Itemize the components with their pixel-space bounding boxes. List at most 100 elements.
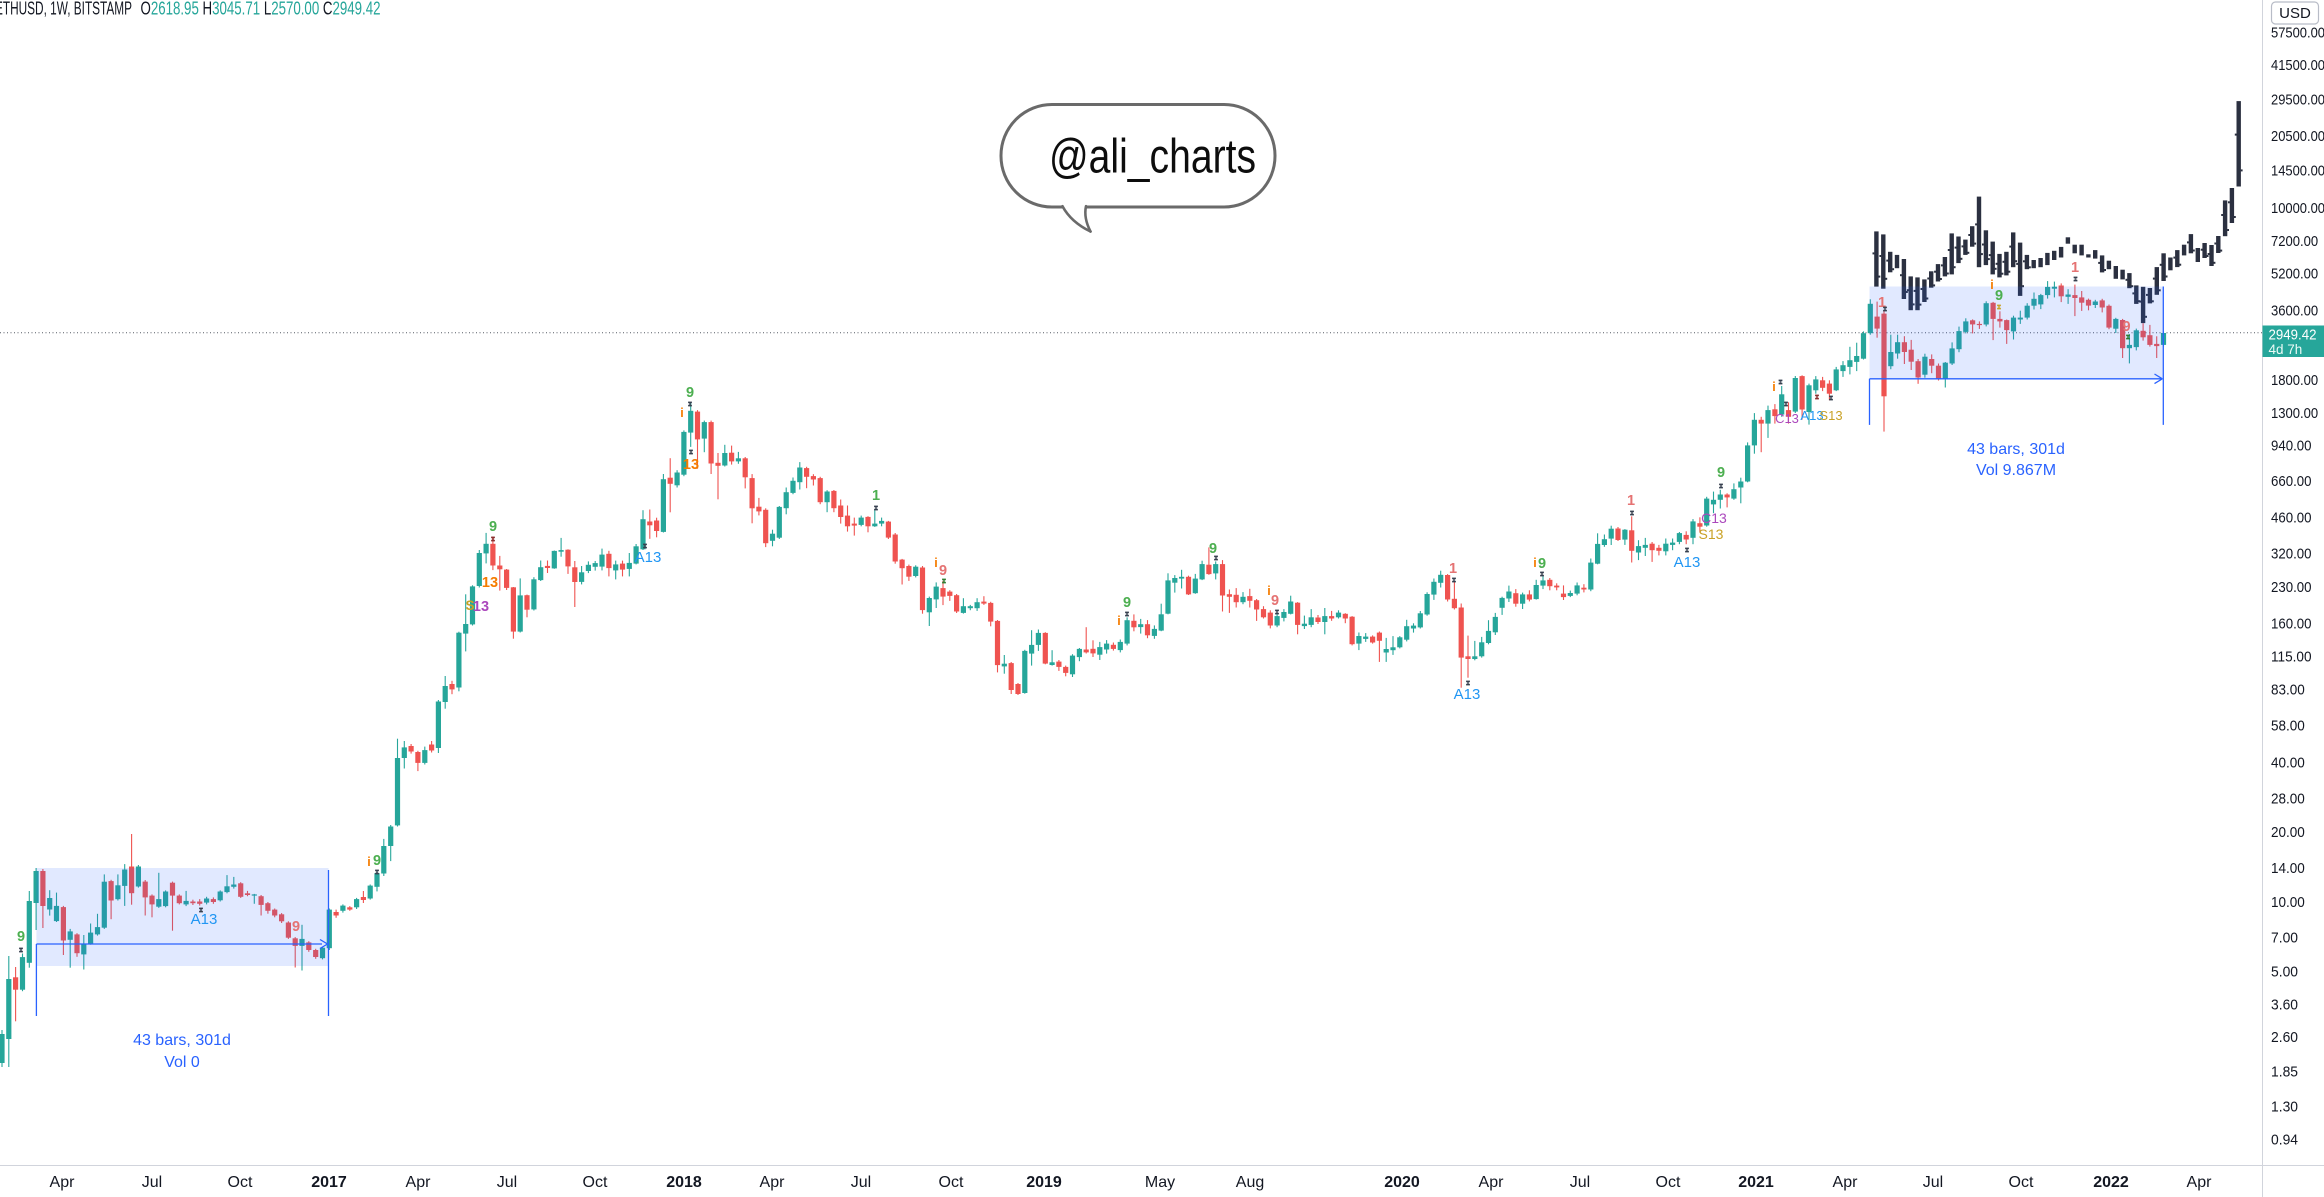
svg-text:i: i bbox=[367, 855, 370, 869]
svg-text:Oct: Oct bbox=[2009, 1174, 2034, 1191]
svg-text:115.00: 115.00 bbox=[2271, 649, 2312, 666]
svg-text:1: 1 bbox=[2071, 260, 2079, 276]
svg-text:Jul: Jul bbox=[1570, 1174, 1590, 1191]
svg-text:7.00: 7.00 bbox=[2271, 930, 2298, 947]
svg-text:9: 9 bbox=[489, 519, 497, 535]
svg-text:i: i bbox=[934, 556, 937, 570]
svg-text:Jul: Jul bbox=[1923, 1174, 1943, 1191]
svg-text:14.00: 14.00 bbox=[2271, 860, 2305, 877]
svg-text:1: 1 bbox=[872, 488, 880, 504]
svg-text:Vol 9.867M: Vol 9.867M bbox=[1976, 462, 2056, 479]
svg-text:9: 9 bbox=[2122, 319, 2130, 335]
svg-text:10000.00: 10000.00 bbox=[2271, 200, 2324, 217]
svg-text:Apr: Apr bbox=[1833, 1174, 1859, 1191]
svg-text:1: 1 bbox=[1449, 561, 1457, 577]
svg-text:Oct: Oct bbox=[583, 1174, 608, 1191]
svg-text:43 bars, 301d: 43 bars, 301d bbox=[1967, 441, 2065, 458]
svg-text:13: 13 bbox=[683, 457, 699, 473]
svg-text:O2618.95 H3045.71 L2570.00 C29: O2618.95 H3045.71 L2570.00 C2949.42 bbox=[141, 0, 381, 19]
svg-text:i: i bbox=[680, 406, 683, 420]
svg-text:S13: S13 bbox=[1819, 408, 1842, 423]
svg-text:7200.00: 7200.00 bbox=[2271, 233, 2318, 250]
svg-text:1800.00: 1800.00 bbox=[2271, 372, 2318, 389]
svg-text:May: May bbox=[1145, 1174, 1175, 1191]
svg-text:1: 1 bbox=[1627, 493, 1635, 509]
svg-text:160.00: 160.00 bbox=[2271, 615, 2312, 632]
svg-text:Jul: Jul bbox=[497, 1174, 517, 1191]
svg-text:S: S bbox=[465, 598, 474, 613]
svg-text:9: 9 bbox=[1271, 593, 1279, 609]
svg-text:i: i bbox=[1117, 614, 1120, 628]
svg-text:1: 1 bbox=[1878, 295, 1886, 311]
svg-text:5.00: 5.00 bbox=[2271, 963, 2298, 980]
svg-text:@ali_charts: @ali_charts bbox=[1049, 131, 1256, 184]
svg-text:29500.00: 29500.00 bbox=[2271, 91, 2324, 108]
svg-text:460.00: 460.00 bbox=[2271, 509, 2312, 526]
svg-text:2019: 2019 bbox=[1026, 1174, 1062, 1191]
svg-text:2018: 2018 bbox=[666, 1174, 702, 1191]
svg-text:13: 13 bbox=[482, 575, 498, 591]
svg-text:ETHUSD, 1W, BITSTAMP: ETHUSD, 1W, BITSTAMP bbox=[0, 0, 132, 19]
svg-text:Oct: Oct bbox=[939, 1174, 964, 1191]
svg-text:660.00: 660.00 bbox=[2271, 473, 2312, 490]
svg-text:Jul: Jul bbox=[142, 1174, 162, 1191]
svg-text:58.00: 58.00 bbox=[2271, 717, 2305, 734]
svg-text:3600.00: 3600.00 bbox=[2271, 303, 2318, 320]
svg-text:20.00: 20.00 bbox=[2271, 824, 2305, 841]
svg-text:Apr: Apr bbox=[406, 1174, 432, 1191]
svg-text:13: 13 bbox=[473, 599, 489, 615]
svg-text:i: i bbox=[1772, 380, 1775, 394]
svg-text:9: 9 bbox=[292, 919, 300, 935]
svg-text:Oct: Oct bbox=[1656, 1174, 1681, 1191]
svg-text:20500.00: 20500.00 bbox=[2271, 128, 2324, 145]
svg-text:9: 9 bbox=[686, 385, 694, 401]
svg-text:Apr: Apr bbox=[2187, 1174, 2213, 1191]
svg-text:Aug: Aug bbox=[1236, 1174, 1264, 1191]
svg-text:2017: 2017 bbox=[311, 1174, 347, 1191]
svg-text:9: 9 bbox=[1995, 288, 2003, 304]
svg-text:43 bars, 301d: 43 bars, 301d bbox=[133, 1032, 231, 1049]
svg-text:Apr: Apr bbox=[1479, 1174, 1505, 1191]
svg-text:9: 9 bbox=[1717, 465, 1725, 481]
svg-text:A13: A13 bbox=[1800, 408, 1823, 423]
svg-text:28.00: 28.00 bbox=[2271, 790, 2305, 807]
svg-text:9: 9 bbox=[1538, 556, 1546, 572]
svg-text:9: 9 bbox=[1123, 595, 1131, 611]
svg-text:A13: A13 bbox=[1674, 554, 1701, 571]
svg-text:i: i bbox=[1267, 584, 1270, 598]
svg-text:i: i bbox=[1533, 556, 1536, 570]
svg-text:S13: S13 bbox=[1699, 526, 1724, 542]
svg-text:320.00: 320.00 bbox=[2271, 546, 2312, 563]
svg-text:9: 9 bbox=[939, 563, 947, 579]
svg-text:3.60: 3.60 bbox=[2271, 996, 2298, 1013]
svg-text:1.85: 1.85 bbox=[2271, 1063, 2298, 1080]
svg-text:1300.00: 1300.00 bbox=[2271, 405, 2318, 422]
svg-text:10.00: 10.00 bbox=[2271, 894, 2305, 911]
svg-text:A13: A13 bbox=[191, 911, 218, 928]
svg-text:2949.42: 2949.42 bbox=[2269, 327, 2317, 344]
svg-text:9: 9 bbox=[373, 853, 381, 869]
svg-text:9: 9 bbox=[1209, 541, 1217, 557]
svg-text:0.94: 0.94 bbox=[2271, 1131, 2298, 1148]
svg-text:57500.00: 57500.00 bbox=[2271, 24, 2324, 41]
svg-text:1.30: 1.30 bbox=[2271, 1099, 2298, 1116]
svg-text:2.60: 2.60 bbox=[2271, 1029, 2298, 1046]
svg-text:2020: 2020 bbox=[1384, 1174, 1420, 1191]
svg-text:940.00: 940.00 bbox=[2271, 438, 2312, 455]
svg-text:40.00: 40.00 bbox=[2271, 755, 2305, 772]
svg-text:Oct: Oct bbox=[228, 1174, 253, 1191]
svg-text:Apr: Apr bbox=[760, 1174, 786, 1191]
svg-text:41500.00: 41500.00 bbox=[2271, 57, 2324, 74]
svg-text:C13: C13 bbox=[1775, 411, 1799, 426]
svg-text:5200.00: 5200.00 bbox=[2271, 266, 2318, 283]
svg-text:2022: 2022 bbox=[2093, 1174, 2129, 1191]
svg-text:14500.00: 14500.00 bbox=[2271, 163, 2324, 180]
svg-text:Vol 0: Vol 0 bbox=[164, 1054, 200, 1071]
svg-text:Apr: Apr bbox=[50, 1174, 76, 1191]
svg-text:C13: C13 bbox=[1701, 510, 1727, 526]
svg-text:230.00: 230.00 bbox=[2271, 579, 2312, 596]
svg-text:4d 7h: 4d 7h bbox=[2269, 342, 2303, 357]
svg-text:Jul: Jul bbox=[851, 1174, 871, 1191]
svg-text:A13: A13 bbox=[1454, 686, 1481, 703]
svg-text:9: 9 bbox=[17, 929, 25, 945]
